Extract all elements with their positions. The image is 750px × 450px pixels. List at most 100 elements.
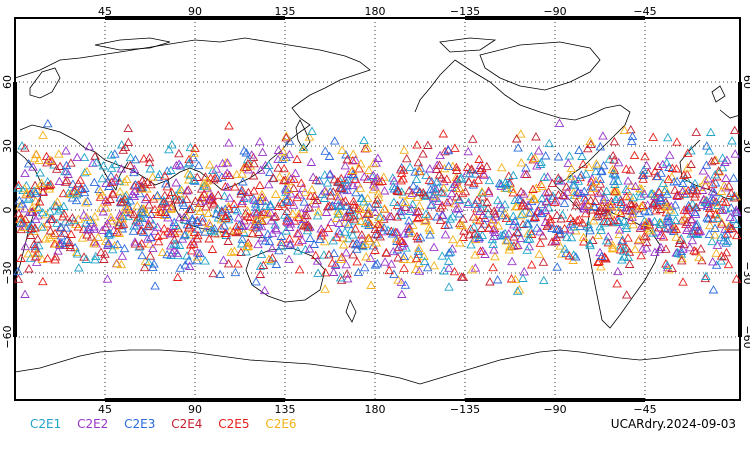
observation-marker (130, 154, 141, 164)
observation-marker (655, 192, 666, 201)
observation-marker (484, 188, 494, 197)
observation-marker (91, 157, 102, 167)
observation-marker (45, 179, 56, 189)
observation-marker (482, 197, 492, 206)
observation-marker (71, 188, 82, 197)
observation-marker (13, 274, 24, 283)
observation-marker (554, 118, 565, 127)
observation-marker (687, 182, 698, 191)
observation-marker (613, 266, 623, 276)
observation-marker (97, 173, 108, 183)
observation-marker (79, 187, 90, 197)
observation-marker (544, 203, 554, 212)
observation-marker (621, 220, 632, 230)
observation-marker (101, 178, 111, 187)
observation-marker (586, 139, 596, 149)
observation-marker (71, 189, 82, 199)
observation-marker (475, 246, 486, 255)
observation-marker (571, 197, 582, 206)
observation-marker (648, 132, 658, 141)
observation-marker (568, 222, 579, 231)
observation-marker (731, 219, 741, 228)
observation-marker (619, 125, 630, 134)
observation-marker (457, 188, 468, 198)
observation-marker (319, 250, 329, 259)
observation-marker (435, 215, 446, 225)
observation-marker (555, 225, 565, 234)
observation-marker (532, 223, 542, 232)
observation-marker (266, 215, 277, 225)
observation-marker (686, 159, 696, 168)
observation-marker (129, 164, 140, 173)
observation-marker (292, 154, 302, 163)
observation-marker (106, 150, 117, 159)
observation-marker (350, 224, 361, 233)
observation-marker (313, 268, 323, 277)
observation-marker (713, 200, 723, 209)
observation-marker (703, 199, 713, 208)
observation-marker (182, 251, 192, 260)
observation-marker (703, 214, 714, 223)
observation-marker (413, 246, 424, 255)
observation-marker (508, 170, 519, 180)
observation-marker (184, 204, 195, 214)
observation-marker (220, 228, 231, 237)
observation-marker (328, 235, 339, 245)
observation-marker (118, 219, 129, 228)
observation-marker (221, 213, 231, 222)
observation-marker (134, 217, 145, 227)
observation-marker (167, 248, 177, 257)
observation-marker (454, 183, 465, 193)
observation-marker (243, 187, 254, 197)
observation-marker (144, 200, 154, 209)
observation-marker (470, 169, 481, 178)
observation-marker (613, 217, 624, 226)
observation-marker (513, 143, 523, 152)
observation-marker (501, 236, 511, 245)
observation-marker (708, 285, 719, 294)
observation-marker (662, 157, 672, 167)
observation-marker (288, 209, 298, 218)
observation-marker (89, 222, 99, 231)
observation-marker (249, 195, 260, 204)
observation-marker (15, 201, 25, 210)
observation-marker (525, 208, 536, 217)
observation-marker (334, 226, 344, 235)
observation-marker (281, 185, 292, 194)
observation-marker (455, 220, 466, 230)
observation-marker (26, 230, 36, 239)
observation-marker (167, 139, 177, 149)
observation-marker (136, 238, 147, 248)
observation-marker (340, 227, 350, 236)
observation-marker (628, 192, 638, 202)
observation-marker (492, 275, 503, 284)
observation-marker (117, 251, 128, 260)
observation-marker (42, 176, 53, 186)
observation-marker (572, 215, 583, 225)
observation-marker (284, 149, 295, 159)
observation-marker (326, 217, 336, 227)
observation-marker (509, 241, 519, 250)
observation-marker (452, 174, 462, 184)
observation-marker (522, 245, 532, 254)
observation-marker (59, 228, 70, 237)
observation-marker (363, 233, 373, 242)
observation-marker (516, 157, 527, 167)
observation-marker (102, 197, 112, 206)
observation-marker (528, 184, 538, 193)
lat-label-right: −60 (741, 325, 750, 348)
observation-marker (18, 185, 28, 195)
observation-marker (445, 214, 455, 223)
observation-marker (556, 214, 566, 223)
observation-marker (148, 243, 158, 253)
observation-marker (282, 213, 292, 222)
observation-marker (305, 233, 315, 242)
observation-marker (624, 191, 635, 200)
observation-marker (91, 251, 101, 261)
observation-marker (119, 243, 130, 253)
observation-marker (588, 183, 599, 192)
observation-marker (20, 168, 30, 178)
observation-marker (44, 232, 55, 242)
observation-marker (178, 198, 188, 207)
observation-marker (297, 235, 307, 245)
